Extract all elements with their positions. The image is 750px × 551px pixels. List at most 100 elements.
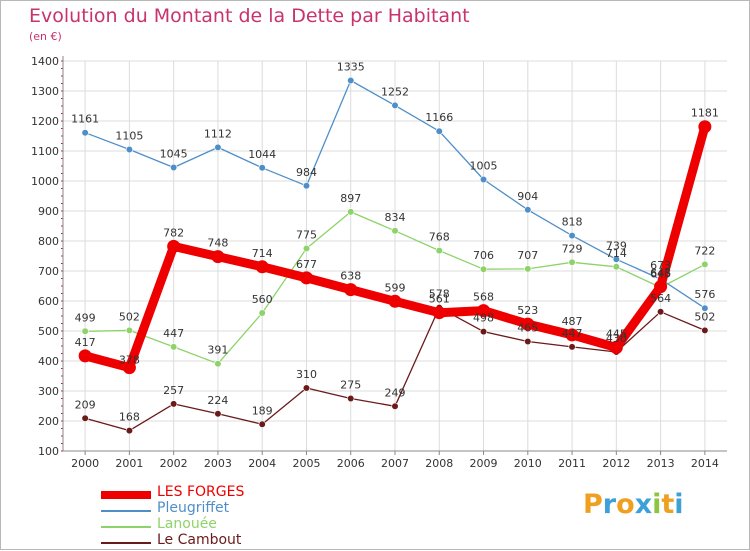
- y-tick-label: 500: [38, 325, 59, 338]
- legend-label: Lanouée: [157, 516, 217, 532]
- y-tick-label: 900: [38, 205, 59, 218]
- data-label: 648: [650, 267, 671, 280]
- data-point: [698, 120, 712, 134]
- x-tick-label: 2002: [160, 457, 188, 470]
- data-point: [477, 304, 491, 318]
- x-tick-label: 2012: [602, 457, 630, 470]
- logo-letter: o: [616, 489, 635, 520]
- x-tick-label: 2010: [514, 457, 542, 470]
- data-point: [565, 328, 579, 342]
- data-point: [701, 304, 709, 312]
- data-label: 638: [340, 270, 361, 283]
- data-label: 310: [296, 368, 317, 381]
- data-label: 834: [385, 211, 406, 224]
- data-label: 445: [606, 328, 627, 341]
- legend-label: Le Cambout: [157, 532, 242, 548]
- data-point: [302, 244, 311, 253]
- y-tick-label: 1300: [31, 85, 59, 98]
- x-tick-label: 2003: [204, 457, 232, 470]
- data-label: 564: [650, 292, 671, 305]
- data-label: 257: [163, 384, 184, 397]
- data-label: 430: [606, 332, 627, 345]
- data-point: [302, 182, 311, 190]
- data-point: [170, 400, 178, 408]
- data-point: [258, 309, 266, 317]
- data-point: [81, 414, 89, 422]
- y-tick-label: 700: [38, 265, 59, 278]
- data-point: [214, 410, 222, 418]
- data-point: [524, 265, 532, 273]
- data-point: [258, 420, 266, 428]
- data-label: 1181: [691, 107, 719, 120]
- data-point: [521, 317, 535, 331]
- data-label: 224: [207, 394, 228, 407]
- data-label: 561: [429, 293, 450, 306]
- data-point: [391, 402, 399, 410]
- legend-label: Pleugriffet: [157, 500, 230, 516]
- data-point: [78, 349, 92, 363]
- data-point: [81, 129, 89, 137]
- y-tick-label: 1100: [31, 145, 59, 158]
- logo-letter: i: [674, 489, 684, 520]
- data-label: 465: [517, 322, 538, 335]
- x-tick-label: 2007: [381, 457, 409, 470]
- data-point: [347, 208, 355, 216]
- data-label: 578: [429, 288, 450, 301]
- logo-letter: P: [583, 489, 603, 520]
- data-point: [347, 76, 355, 85]
- data-label: 502: [694, 310, 715, 323]
- data-point: [701, 260, 709, 269]
- chart-title: Evolution du Montant de la Dette par Hab…: [29, 5, 470, 27]
- data-label: 984: [296, 166, 317, 179]
- data-label: 1105: [115, 130, 143, 143]
- logo-letter: t: [661, 489, 675, 520]
- data-label: 1166: [425, 111, 453, 124]
- chart-unit: (en €): [29, 30, 62, 43]
- data-point: [524, 206, 532, 214]
- data-label: 1252: [381, 85, 409, 98]
- data-label: 378: [119, 354, 140, 367]
- data-label: 560: [252, 293, 273, 306]
- data-point: [214, 360, 222, 368]
- data-point: [388, 294, 402, 308]
- y-tick-label: 800: [38, 235, 59, 248]
- data-label: 748: [207, 237, 228, 250]
- data-point: [432, 306, 446, 320]
- data-point: [125, 326, 133, 335]
- data-label: 818: [562, 216, 583, 229]
- data-point: [258, 164, 266, 172]
- data-point: [568, 343, 576, 351]
- data-point: [255, 260, 269, 274]
- data-point: [612, 255, 620, 263]
- data-label: 523: [517, 304, 538, 317]
- data-label: 249: [385, 386, 406, 399]
- data-label: 599: [385, 281, 406, 294]
- logo-letter: i: [652, 489, 662, 520]
- data-label: 576: [694, 288, 715, 301]
- y-tick-label: 1400: [31, 55, 59, 68]
- x-tick-label: 2005: [292, 457, 320, 470]
- data-label: 1335: [337, 61, 365, 74]
- data-point: [347, 394, 355, 403]
- data-label: 189: [252, 404, 273, 417]
- y-tick-label: 1000: [31, 175, 59, 188]
- data-point: [479, 328, 488, 336]
- data-label: 498: [473, 312, 494, 325]
- legend-swatch: [101, 542, 151, 544]
- data-point: [302, 384, 311, 392]
- y-tick-label: 300: [38, 385, 59, 398]
- data-point: [612, 263, 620, 271]
- data-point: [435, 127, 443, 135]
- data-label: 417: [75, 336, 96, 349]
- x-tick-label: 2001: [115, 457, 143, 470]
- x-tick-label: 2013: [647, 457, 675, 470]
- data-label: 447: [562, 327, 583, 340]
- x-tick-label: 2011: [558, 457, 586, 470]
- data-label: 391: [207, 344, 228, 357]
- y-tick-label: 1200: [31, 115, 59, 128]
- logo-letter: r: [602, 489, 617, 520]
- data-label: 714: [252, 247, 273, 260]
- data-point: [609, 341, 623, 354]
- data-point: [479, 175, 488, 184]
